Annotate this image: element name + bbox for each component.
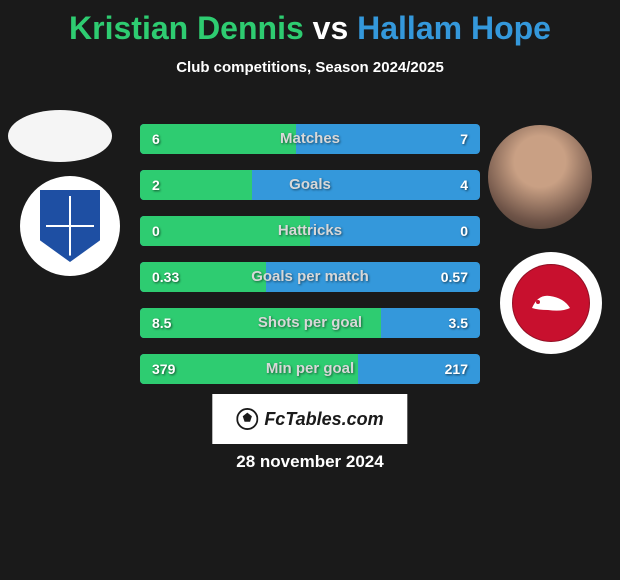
stat-row: 0Hattricks0: [140, 216, 480, 246]
player2-avatar: [488, 125, 592, 229]
fctables-logo: FcTables.com: [212, 394, 407, 444]
snapshot-date: 28 november 2024: [0, 452, 620, 472]
subtitle: Club competitions, Season 2024/2025: [0, 59, 620, 76]
stats-table: 6Matches7 2Goals4 0Hattricks0 0.33Goals per…: [140, 124, 480, 400]
stat-label: Goals per match: [140, 262, 480, 292]
stat-row: 6Matches7: [140, 124, 480, 154]
stat-label: Min per goal: [140, 354, 480, 384]
stat-label: Hattricks: [140, 216, 480, 246]
stat-label: Matches: [140, 124, 480, 154]
stat-value-right: 4: [460, 170, 468, 200]
comparison-title: Kristian Dennis vs Hallam Hope: [0, 0, 620, 47]
logo-text: FcTables.com: [264, 409, 383, 430]
player2-club-badge: [500, 252, 602, 354]
soccer-ball-icon: [236, 408, 258, 430]
stat-label: Shots per goal: [140, 308, 480, 338]
stat-label: Goals: [140, 170, 480, 200]
stat-row: 0.33Goals per match0.57: [140, 262, 480, 292]
vs-text: vs: [313, 10, 349, 46]
morecambe-badge-icon: [512, 264, 590, 342]
stat-value-right: 0.57: [441, 262, 468, 292]
stat-value-right: 0: [460, 216, 468, 246]
tranmere-shield-icon: [40, 190, 100, 262]
stat-row: 8.5Shots per goal3.5: [140, 308, 480, 338]
player1-club-badge: [20, 176, 120, 276]
stat-row: 379Min per goal217: [140, 354, 480, 384]
stat-value-right: 7: [460, 124, 468, 154]
player1-avatar: [8, 110, 112, 162]
stat-row: 2Goals4: [140, 170, 480, 200]
player1-name: Kristian Dennis: [69, 10, 304, 46]
player2-name: Hallam Hope: [357, 10, 551, 46]
stat-value-right: 3.5: [449, 308, 468, 338]
stat-value-right: 217: [445, 354, 468, 384]
